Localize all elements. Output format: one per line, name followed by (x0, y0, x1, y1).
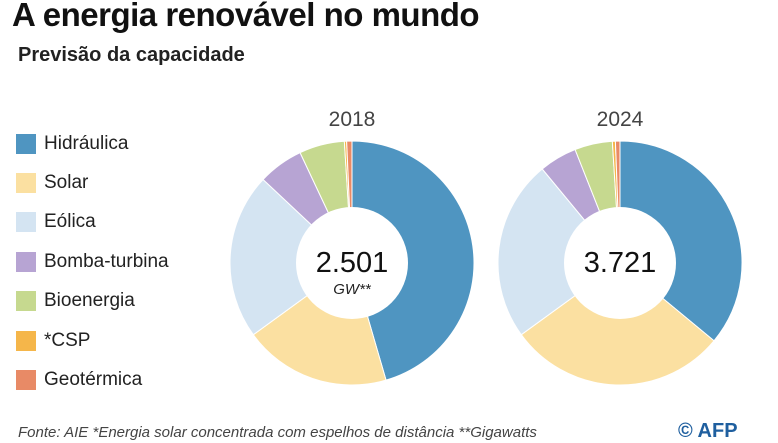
year-label-2018: 2018 (329, 108, 376, 131)
slice-2018-eolica (229, 178, 353, 336)
afp-logo: © AFP (678, 420, 738, 442)
slice-2024-eolica (497, 168, 621, 336)
legend-label-bioenergia: Bioenergia (44, 290, 135, 312)
donut-hole-2024 (564, 207, 676, 319)
legend-label-geotermica: Geotérmica (44, 369, 143, 391)
legend-swatch-solar (16, 173, 36, 194)
legend: Hidráulica Solar Eólica Bomba-turbina Bi… (16, 124, 169, 400)
legend-swatch-hidraulica (16, 133, 36, 154)
source-note: Fonte: AIE *Energia solar concentrada co… (18, 424, 537, 441)
legend-item-eolica: Eólica (16, 203, 169, 242)
year-label-2024: 2024 (597, 108, 644, 131)
total-value-2024: 3.721 (584, 247, 657, 279)
chart-title: A energia renovável no mundo (12, 0, 480, 33)
donut-2024 (497, 140, 743, 386)
chart-subtitle: Previsão da capacidade (18, 44, 245, 66)
legend-label-csp: *CSP (44, 329, 91, 351)
legend-swatch-bomba-turbina (16, 251, 36, 272)
legend-item-bomba-turbina: Bomba-turbina (16, 242, 169, 281)
legend-item-geotermica: Geotérmica (16, 360, 169, 399)
donut-hole-2018 (296, 207, 408, 319)
legend-label-eolica: Eólica (44, 211, 96, 233)
slice-2018-hidraulica (351, 140, 475, 381)
legend-item-solar: Solar (16, 163, 169, 202)
legend-swatch-eolica (16, 212, 36, 233)
slice-2024-solar (520, 262, 715, 386)
legend-item-hidraulica: Hidráulica (16, 124, 169, 163)
legend-label-solar: Solar (44, 172, 89, 194)
legend-label-bomba-turbina: Bomba-turbina (44, 250, 169, 272)
legend-item-bioenergia: Bioenergia (16, 282, 169, 321)
total-value-2018: 2.501 (316, 247, 389, 279)
legend-item-csp: *CSP (16, 321, 169, 360)
legend-swatch-geotermica (16, 370, 36, 391)
legend-swatch-csp (16, 330, 36, 351)
donut-2018 (229, 140, 475, 386)
legend-label-hidraulica: Hidráulica (44, 132, 129, 154)
total-unit-2018: GW** (333, 281, 372, 298)
slice-2024-hidraulica (619, 140, 743, 342)
legend-swatch-bioenergia (16, 291, 36, 312)
